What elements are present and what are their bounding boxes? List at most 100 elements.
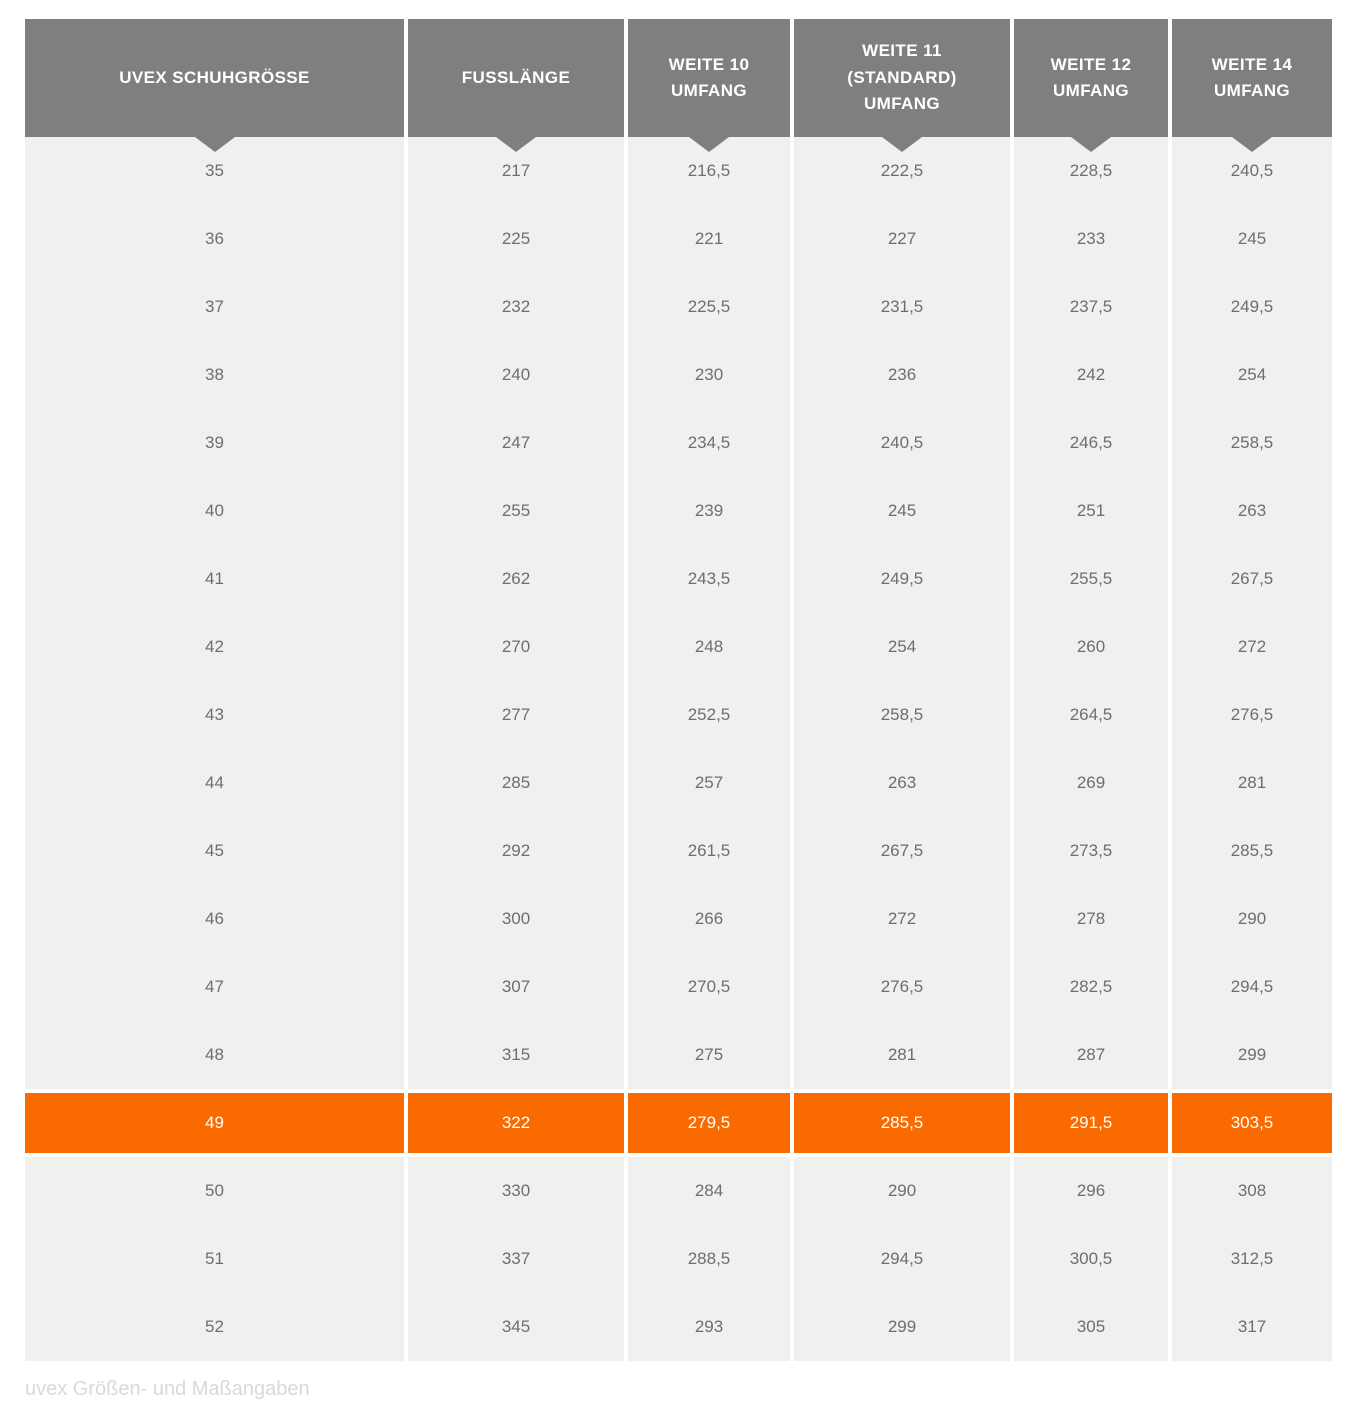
table-cell: 305 [1014,1293,1168,1361]
table-cell: 243,5 [628,545,790,613]
table-cell: 248 [628,613,790,681]
table-cell: 296 [1014,1157,1168,1225]
size-chart: UVEX SCHUHGRÖSSE FUSSLÄNGE WEITE 10 UMFANG W… [0,0,1332,1361]
column-header-6: WEITE 14 UMFANG [1172,19,1332,137]
table-cell: 216,5 [628,137,790,205]
table-cell: 38 [25,341,404,409]
table-header-row: UVEX SCHUHGRÖSSE FUSSLÄNGE WEITE 10 UMFANG W… [25,19,1332,137]
column-header-line: WEITE 11 [862,41,942,61]
table-cell: 262 [408,545,624,613]
table-cell: 251 [1014,477,1168,545]
column-header-5: WEITE 12 UMFANG [1014,19,1168,137]
table-cell: 285 [408,749,624,817]
table-cell: 236 [794,341,1010,409]
table-cell: 254 [1172,341,1332,409]
table-cell: 258,5 [794,681,1010,749]
table-cell: 299 [794,1293,1010,1361]
table-cell: 245 [794,477,1010,545]
table-cell: 290 [1172,885,1332,953]
column-header-4: WEITE 11 (STANDARD) UMFANG [794,19,1010,137]
table-cell: 42 [25,613,404,681]
table-cell: 300 [408,885,624,953]
table-cell: 247 [408,409,624,477]
highlighted-table-cell: 322 [408,1089,624,1157]
column-header-line: (STANDARD) [847,67,957,87]
table-cell: 240 [408,341,624,409]
table-cell: 44 [25,749,404,817]
table-cell: 255 [408,477,624,545]
table-cell: 254 [794,613,1010,681]
table-cell: 252,5 [628,681,790,749]
table-cell: 269 [1014,749,1168,817]
highlighted-table-cell: 291,5 [1014,1089,1168,1157]
table-cell: 263 [1172,477,1332,545]
table-cell: 277 [408,681,624,749]
table-cell: 273,5 [1014,817,1168,885]
column-header-1: UVEX SCHUHGRÖSSE [25,19,404,137]
table-cell: 299 [1172,1021,1332,1089]
table-cell: 225 [408,205,624,273]
table-cell: 246,5 [1014,409,1168,477]
table-cell: 285,5 [1172,817,1332,885]
column-header-line: WEITE 12 [1050,54,1132,74]
table-cell: 281 [1172,749,1332,817]
table-cell: 317 [1172,1293,1332,1361]
table-cell: 231,5 [794,273,1010,341]
highlighted-table-cell: 303,5 [1172,1089,1332,1157]
table-cell: 267,5 [1172,545,1332,613]
column-header-3: WEITE 10 UMFANG [628,19,790,137]
table-cell: 237,5 [1014,273,1168,341]
column-header-line: UMFANG [1213,81,1291,100]
table-cell: 221 [628,205,790,273]
table-cell: 255,5 [1014,545,1168,613]
highlighted-table-cell: 279,5 [628,1089,790,1157]
table-cell: 41 [25,545,404,613]
table-cell: 330 [408,1157,624,1225]
table-cell: 257 [628,749,790,817]
table-cell: 290 [794,1157,1010,1225]
table-cell: 40 [25,477,404,545]
table-cell: 46 [25,885,404,953]
table-cell: 249,5 [794,545,1010,613]
column-header-2: FUSSLÄNGE [408,19,624,137]
table-cell: 287 [1014,1021,1168,1089]
table-cell: 249,5 [1172,273,1332,341]
table-cell: 300,5 [1014,1225,1168,1293]
table-cell: 228,5 [1014,137,1168,205]
table-cell: 232 [408,273,624,341]
table-cell: 51 [25,1225,404,1293]
table-cell: 233 [1014,205,1168,273]
table-cell: 307 [408,953,624,1021]
table-cell: 270,5 [628,953,790,1021]
table-cell: 47 [25,953,404,1021]
table-cell: 245 [1172,205,1332,273]
table-cell: 39 [25,409,404,477]
table-cell: 345 [408,1293,624,1361]
highlighted-table-cell: 49 [25,1089,404,1157]
table-cell: 225,5 [628,273,790,341]
table-cell: 43 [25,681,404,749]
column-header-line: WEITE 14 [1211,54,1293,74]
table-cell: 288,5 [628,1225,790,1293]
table-cell: 242 [1014,341,1168,409]
column-header-line: UMFANG [863,94,941,114]
column-header-line: UMFANG [670,81,748,100]
column-header-line: WEITE 10 [668,54,750,74]
table-cell: 239 [628,477,790,545]
table-cell: 337 [408,1225,624,1293]
table-cell: 37 [25,273,404,341]
table-cell: 270 [408,613,624,681]
table-cell: 292 [408,817,624,885]
table-cell: 48 [25,1021,404,1089]
table-cell: 230 [628,341,790,409]
table-cell: 284 [628,1157,790,1225]
table-cell: 266 [628,885,790,953]
table-cell: 282,5 [1014,953,1168,1021]
table-cell: 272 [794,885,1010,953]
table-cell: 52 [25,1293,404,1361]
table-body: 35 217 216,5 222,5 228,5 240,5 36 225 221 227 233 2… [25,137,1332,1361]
table-cell: 308 [1172,1157,1332,1225]
table-cell: 272 [1172,613,1332,681]
table-cell: 281 [794,1021,1010,1089]
table-cell: 312,5 [1172,1225,1332,1293]
